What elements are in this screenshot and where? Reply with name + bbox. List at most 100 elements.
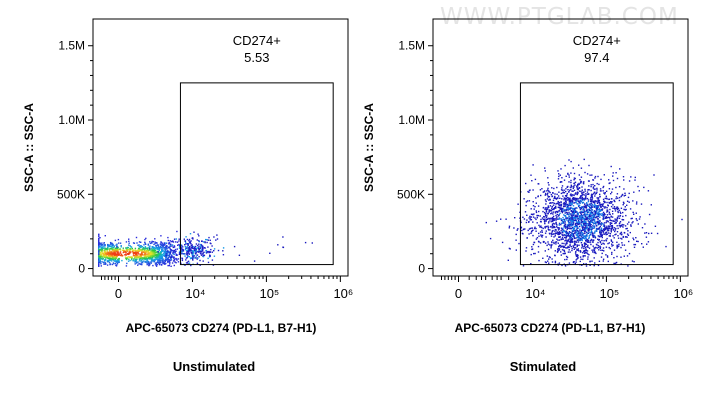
event-dot xyxy=(192,251,194,253)
event-dot xyxy=(560,207,562,209)
event-dot xyxy=(172,240,174,242)
event-dot xyxy=(577,204,580,207)
event-dot xyxy=(622,226,624,228)
event-dot xyxy=(213,255,216,257)
event-dot xyxy=(572,212,575,214)
event-dot xyxy=(190,244,192,247)
event-dot xyxy=(593,188,595,190)
event-dot xyxy=(540,234,542,236)
event-dot xyxy=(559,212,561,215)
event-dot xyxy=(141,249,143,252)
event-dot xyxy=(528,191,530,193)
event-dot xyxy=(586,224,588,227)
event-dot xyxy=(540,225,542,227)
event-dot xyxy=(598,235,600,238)
event-dot xyxy=(610,202,613,204)
event-dot xyxy=(580,190,582,193)
event-dot xyxy=(570,224,573,226)
event-dot xyxy=(577,213,579,215)
event-dot xyxy=(545,236,547,238)
event-dot xyxy=(576,249,579,251)
event-dot xyxy=(597,175,599,178)
event-dot xyxy=(564,240,566,242)
event-dot xyxy=(573,179,575,181)
event-dot xyxy=(581,237,583,240)
event-dot xyxy=(156,246,158,249)
event-dot xyxy=(198,247,200,249)
event-dot xyxy=(588,237,590,240)
event-dot xyxy=(590,194,593,196)
event-dot xyxy=(564,214,567,217)
event-dot xyxy=(556,226,558,228)
event-dot xyxy=(578,218,580,221)
event-dot xyxy=(147,257,149,260)
event-dot xyxy=(148,252,150,255)
event-dot xyxy=(586,238,588,241)
event-dot xyxy=(587,205,589,207)
event-dot xyxy=(582,191,584,193)
event-dot xyxy=(608,232,610,234)
event-dot xyxy=(611,241,614,243)
event-dot xyxy=(154,248,156,250)
event-dot xyxy=(163,261,165,264)
event-dot xyxy=(592,241,594,243)
event-dot xyxy=(168,260,170,262)
event-dot xyxy=(555,221,557,224)
event-dot xyxy=(587,215,589,218)
scatter-points xyxy=(485,158,683,267)
event-dot xyxy=(604,197,606,200)
event-dot xyxy=(582,207,584,209)
event-dot xyxy=(222,254,225,256)
event-dot xyxy=(141,263,143,266)
event-dot xyxy=(566,206,569,208)
event-dot xyxy=(206,241,208,244)
event-dot xyxy=(165,256,167,258)
event-dot xyxy=(541,188,543,190)
event-dot xyxy=(563,179,566,181)
event-dot xyxy=(582,217,584,219)
event-dot xyxy=(533,252,535,255)
event-dot xyxy=(560,181,562,183)
event-dot xyxy=(529,219,531,221)
event-dot xyxy=(193,245,195,248)
event-dot xyxy=(164,255,166,257)
event-dot xyxy=(102,257,104,259)
event-dot xyxy=(185,243,187,245)
event-dot xyxy=(571,203,573,206)
event-dot xyxy=(614,218,616,220)
event-dot xyxy=(568,181,570,183)
x-axis-label: APC-65073 CD274 (PD-L1, B7-H1) xyxy=(455,321,646,335)
event-dot xyxy=(622,211,624,214)
event-dot xyxy=(111,252,113,254)
event-dot xyxy=(549,209,551,211)
event-dot xyxy=(141,253,144,256)
event-dot xyxy=(133,242,136,244)
event-dot xyxy=(282,246,285,249)
event-dot xyxy=(607,205,609,207)
event-dot xyxy=(160,235,162,237)
event-dot xyxy=(614,229,617,231)
event-dot xyxy=(606,225,608,227)
event-dot xyxy=(210,248,212,251)
event-dot xyxy=(565,175,567,177)
event-dot xyxy=(564,223,567,226)
event-dot xyxy=(586,193,589,195)
event-dot xyxy=(585,193,587,195)
event-dot xyxy=(578,206,581,209)
event-dot xyxy=(569,200,572,202)
event-dot xyxy=(531,246,533,248)
event-dot xyxy=(638,190,640,192)
event-dot xyxy=(140,255,143,257)
event-dot xyxy=(571,221,573,223)
event-dot xyxy=(99,253,101,255)
event-dot xyxy=(635,203,638,205)
event-dot xyxy=(535,211,538,214)
event-dot xyxy=(551,208,553,210)
event-dot xyxy=(580,222,582,224)
event-dot xyxy=(561,181,563,183)
event-dot xyxy=(215,239,217,241)
event-dot xyxy=(542,257,544,259)
event-dot xyxy=(632,211,634,214)
event-dot xyxy=(622,235,624,238)
event-dot xyxy=(98,253,100,255)
